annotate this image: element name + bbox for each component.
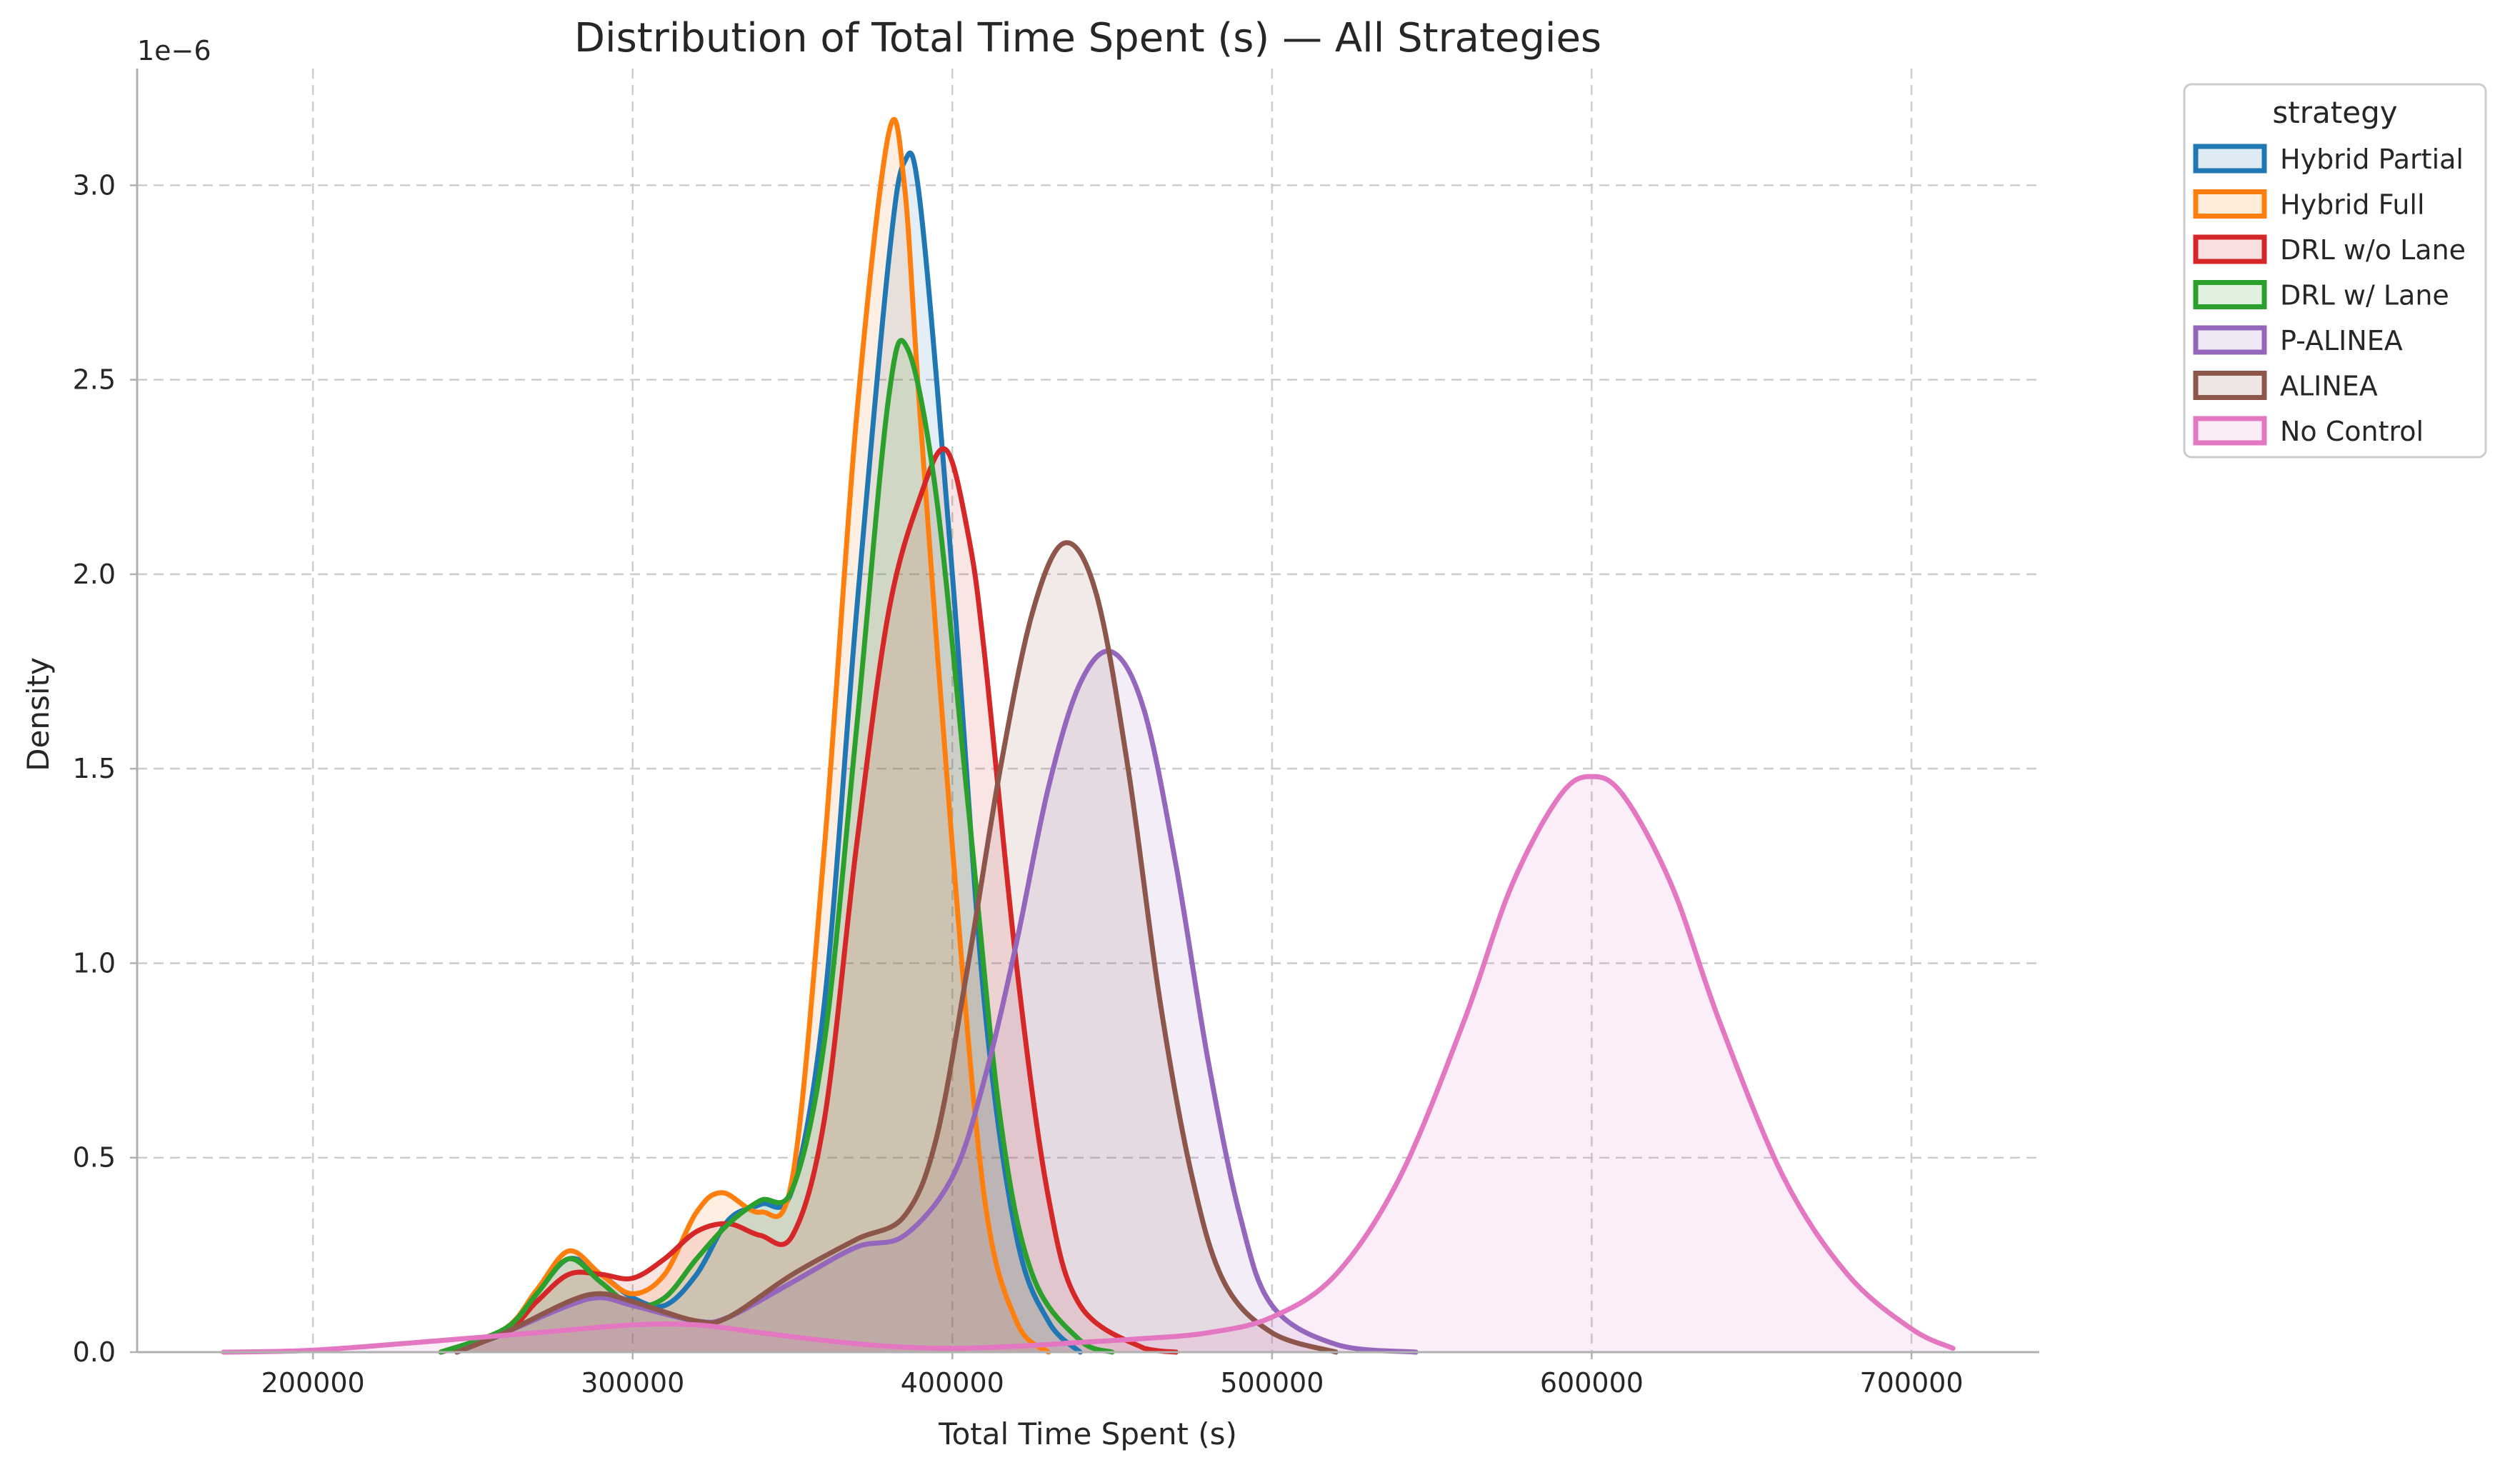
y-tick-label: 1.5 xyxy=(73,753,116,784)
y-tick-label: 3.0 xyxy=(73,169,116,201)
y-tick-label: 2.5 xyxy=(73,364,116,396)
x-tick-label: 300000 xyxy=(581,1367,684,1399)
y-offset-label: 1e−6 xyxy=(137,35,211,66)
legend-label-no-control: No Control xyxy=(2280,416,2424,447)
y-tick-label: 0.5 xyxy=(73,1142,116,1174)
x-axis-title: Total Time Spent (s) xyxy=(938,1416,1237,1451)
density-line-hybrid-full xyxy=(438,116,1051,1355)
density-area-alinea xyxy=(456,542,1336,1352)
chart-title: Distribution of Total Time Spent (s) — A… xyxy=(574,15,1601,61)
legend-items: Hybrid Partial Hybrid Full DRL w/o Lane DRL… xyxy=(2193,144,2466,447)
density-line-drl-w-o-lane xyxy=(438,446,1179,1355)
y-tick-label: 2.0 xyxy=(73,559,116,590)
y-tick-label: 0.0 xyxy=(73,1336,116,1368)
density-lines xyxy=(221,116,1956,1355)
density-line-drl-w-lane xyxy=(438,338,1115,1355)
y-tick-labels: 0.0 0.5 1.0 1.5 2.0 2.5 3.0 xyxy=(73,169,137,1368)
x-tick-label: 500000 xyxy=(1220,1367,1324,1399)
legend: strategy Hybrid Partial Hybrid Full DRL w/… xyxy=(2183,83,2487,459)
y-tick-label: 1.0 xyxy=(73,947,116,979)
y-axis-title: Density xyxy=(21,657,56,771)
legend-label-p-alinea: P-ALINEA xyxy=(2280,325,2403,356)
density-fills xyxy=(223,119,1954,1353)
legend-label-hybrid-full: Hybrid Full xyxy=(2280,189,2425,221)
legend-swatch-alinea xyxy=(2193,371,2267,400)
legend-label-alinea: ALINEA xyxy=(2280,371,2378,402)
axes xyxy=(136,69,2039,1354)
legend-swatch-no-control xyxy=(2193,416,2267,446)
legend-swatch-p-alinea xyxy=(2193,325,2267,355)
density-line-alinea xyxy=(454,540,1339,1355)
legend-swatch-drl-w-o-lane xyxy=(2193,234,2267,264)
density-area-p-alinea xyxy=(456,651,1416,1352)
legend-label-hybrid-partial: Hybrid Partial xyxy=(2280,144,2464,175)
legend-frame xyxy=(2183,83,2487,459)
legend-swatch-hybrid-partial xyxy=(2193,144,2267,174)
x-tick-label: 200000 xyxy=(261,1367,365,1399)
legend-swatch-drl-w-lane xyxy=(2193,280,2267,309)
x-tick-label: 600000 xyxy=(1540,1367,1644,1399)
legend-label-drl-w-o-lane: DRL w/o Lane xyxy=(2280,234,2466,266)
density-line-no-control xyxy=(221,774,1956,1355)
legend-label-drl-w-lane: DRL w/ Lane xyxy=(2280,280,2449,311)
legend-swatch-hybrid-full xyxy=(2193,189,2267,219)
x-tick-labels: 200000 300000 400000 500000 600000 700000 xyxy=(261,1352,1964,1399)
density-area-hybrid-full xyxy=(441,119,1049,1353)
x-tick-label: 700000 xyxy=(1859,1367,1963,1399)
density-area-no-control xyxy=(223,776,1954,1352)
density-area-drl-w-o-lane xyxy=(441,449,1176,1352)
grid xyxy=(137,69,2039,1352)
legend-title: strategy xyxy=(2272,95,2397,130)
x-tick-label: 400000 xyxy=(901,1367,1004,1399)
